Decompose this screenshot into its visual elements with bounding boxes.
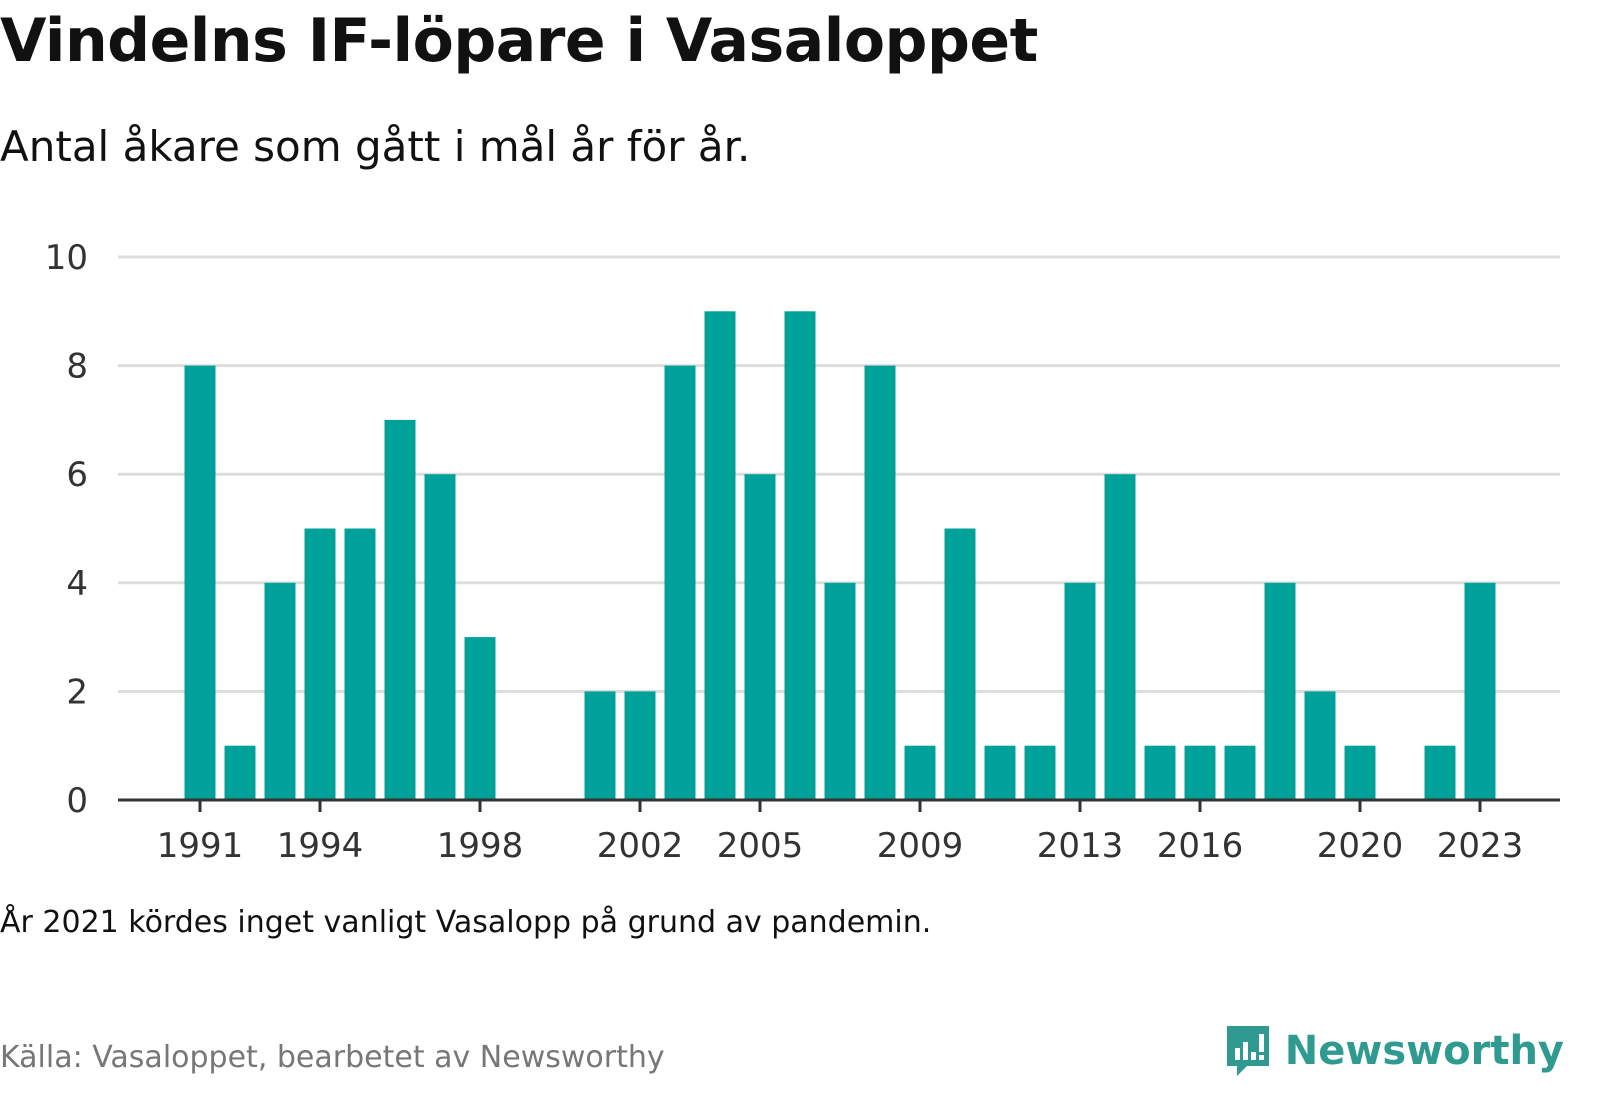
x-tick-label: 2020: [1317, 826, 1404, 866]
bar: [1424, 745, 1456, 800]
bar: [784, 311, 816, 800]
bar: [1024, 745, 1056, 800]
brand-logo[interactable]: Newsworthy: [1223, 1022, 1564, 1080]
bar: [984, 745, 1016, 800]
bar: [1464, 582, 1496, 800]
x-tick-label: 2013: [1037, 826, 1124, 866]
bar: [624, 691, 656, 800]
y-tick-label: 10: [45, 238, 88, 278]
x-tick-label: 2002: [597, 826, 684, 866]
y-tick-label: 2: [66, 672, 88, 712]
x-tick-label: 1998: [437, 826, 524, 866]
bar: [344, 528, 376, 800]
x-tick-label: 2005: [717, 826, 804, 866]
bar: [1344, 745, 1376, 800]
y-tick-label: 0: [66, 781, 88, 821]
brand-name: Newsworthy: [1284, 1028, 1564, 1074]
newsworthy-logo-icon: [1226, 1026, 1269, 1076]
bar: [464, 637, 496, 800]
x-tick-label: 2016: [1157, 826, 1244, 866]
bar-chart: 0 2 4 6 8 10 1991 1994 1998 2002 2005 2009 2013 2016 2…: [45, 238, 1560, 866]
bar: [424, 474, 456, 800]
bar: [1064, 582, 1096, 800]
x-tick-label: 1994: [277, 826, 364, 866]
bar: [224, 745, 256, 800]
x-tick-label: 2023: [1437, 826, 1524, 866]
bar: [1104, 474, 1136, 800]
source-credit: Källa: Vasaloppet, bearbetet av Newswort…: [0, 1040, 665, 1075]
bar: [864, 365, 896, 800]
bar: [184, 365, 216, 800]
chart-subtitle: Antal åkare som gått i mål år för år.: [0, 122, 751, 171]
bar: [744, 474, 776, 800]
bar: [264, 582, 296, 800]
bar: [304, 528, 336, 800]
bar: [944, 528, 976, 800]
y-tick-label: 8: [66, 347, 88, 387]
bar: [664, 365, 696, 800]
y-tick-label: 4: [66, 564, 88, 604]
bar: [1304, 691, 1336, 800]
y-tick-label: 6: [66, 455, 88, 495]
bar: [824, 582, 856, 800]
chart-note: År 2021 kördes inget vanligt Vasalopp på…: [0, 905, 932, 940]
bar: [1224, 745, 1256, 800]
bar: [1184, 745, 1216, 800]
x-tick-label: 2009: [877, 826, 964, 866]
x-tick-label: 1991: [157, 826, 244, 866]
bar: [384, 419, 416, 800]
chart-title: Vindelns IF-löpare i Vasaloppet: [0, 6, 1038, 76]
bar: [704, 311, 736, 800]
bar: [904, 745, 936, 800]
bar: [1144, 745, 1176, 800]
bar: [584, 691, 616, 800]
bar: [1264, 582, 1296, 800]
